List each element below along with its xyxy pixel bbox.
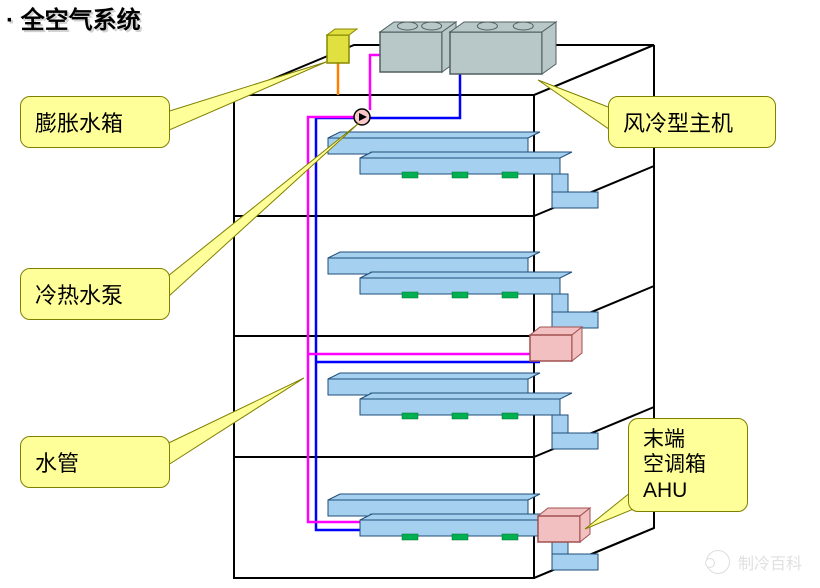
- callout-expansion-tank: 膨胀水箱: [20, 96, 170, 148]
- diagram-stage: · 全空气系统 膨胀水箱 冷热水泵 水管 风冷型主机 末端 空调箱 AHU 制冷…: [0, 0, 820, 588]
- callout-label: 水管: [35, 446, 79, 478]
- wechat-icon: [706, 550, 730, 574]
- callout-chiller: 风冷型主机: [608, 96, 776, 148]
- callout-label: 风冷型主机: [623, 106, 733, 138]
- callout-ahu: 末端 空调箱 AHU: [628, 418, 748, 512]
- callout-pipe: 水管: [20, 436, 170, 488]
- watermark-text: 制冷百科: [738, 550, 802, 574]
- callout-pump: 冷热水泵: [20, 268, 170, 320]
- callout-label: 膨胀水箱: [35, 106, 123, 138]
- callout-label: 末端 空调箱 AHU: [643, 427, 706, 503]
- watermark: 制冷百科: [706, 550, 802, 574]
- callout-label: 冷热水泵: [35, 278, 123, 310]
